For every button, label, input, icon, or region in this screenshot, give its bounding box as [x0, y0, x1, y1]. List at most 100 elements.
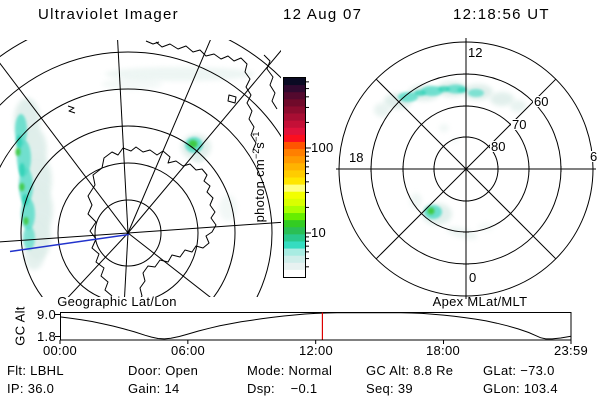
colorbar-band — [284, 241, 305, 249]
colorbar-band — [284, 269, 305, 278]
unit-exponent-2: −1 — [250, 131, 261, 142]
colorbar-band — [284, 255, 305, 264]
mlat-label-80: 80 — [490, 139, 507, 154]
colorbar-band — [284, 227, 305, 235]
xtick-1200: 12:00 — [298, 343, 334, 358]
emission-blob — [19, 168, 33, 204]
ytick-1.8: 1.8 — [37, 329, 56, 344]
left-plot-emissions — [14, 67, 255, 270]
mlat-label-70: 70 — [511, 117, 528, 132]
altitude-curve — [59, 312, 572, 340]
colorbar-band — [284, 234, 305, 242]
colorbar-band — [284, 191, 305, 200]
emission-blob — [438, 86, 450, 92]
status-gcalt: GC Alt: 8.8 Re — [366, 363, 454, 378]
ytick-9.0: 9.0 — [37, 307, 56, 322]
emission-blob — [374, 103, 390, 117]
left-plot — [0, 40, 281, 297]
emission-blob — [410, 193, 422, 209]
colorbar-frame — [283, 77, 306, 278]
emission-blob — [19, 163, 25, 177]
colorbar-tick-label-100: 100 — [311, 140, 334, 155]
colorbar-band — [284, 106, 305, 114]
colorbar-band — [284, 127, 305, 136]
emission-blob — [446, 226, 478, 240]
colorbar-band — [284, 92, 305, 100]
colorbar-band — [284, 99, 305, 107]
right-plot-emissions — [374, 81, 526, 240]
emission-blob — [188, 140, 198, 148]
emission-blob — [15, 148, 21, 156]
mlt-label-0: 0 — [468, 270, 478, 285]
strip-ylabel: GC Alt — [12, 306, 28, 346]
left-plot-caption: Geographic Lat/Lon — [57, 294, 177, 309]
colorbar-band — [284, 113, 305, 122]
status-glon: GLon: 103.4 — [483, 381, 558, 396]
right-plot-grid — [336, 38, 596, 299]
right-plot-caption: Apex MLat/MLT — [432, 294, 528, 309]
emission-blob — [457, 87, 467, 93]
colorbar-band — [284, 163, 305, 171]
status-door: Door: Open — [128, 363, 199, 378]
colorbar-band — [284, 248, 305, 257]
emission-blob — [16, 135, 22, 149]
mlt-label-12: 12 — [467, 45, 484, 60]
orbit-track-line — [9, 233, 130, 253]
colorbar-bands — [284, 78, 305, 278]
colorbar-ticks — [305, 81, 311, 268]
right-plot — [336, 38, 596, 299]
xtick-0600: 06:00 — [170, 343, 206, 358]
colorbar-tick-label-10: 10 — [311, 225, 327, 240]
emission-blob — [427, 207, 435, 215]
emission-blob — [23, 217, 29, 225]
strip-chart-frame — [60, 312, 572, 341]
status-seq: Seq: 39 — [366, 381, 413, 396]
emission-blob — [19, 183, 25, 191]
strip-chart-yticks — [55, 314, 60, 337]
colorbar-band — [284, 184, 305, 193]
title-time: 12:18:56 UT — [453, 6, 550, 23]
colorbar-band — [284, 213, 305, 221]
antarctica-coastline — [67, 40, 278, 297]
strip-chart-xticks — [59, 340, 572, 344]
emission-blob — [219, 195, 237, 221]
title-instrument: Ultraviolet Imager — [38, 6, 179, 23]
status-ip: IP: 36.0 — [7, 381, 55, 396]
colorbar-band — [284, 177, 305, 186]
emission-blob — [23, 226, 35, 250]
colorbar-band — [284, 78, 305, 86]
colorbar-band — [284, 262, 305, 271]
status-mode: Mode: Normal — [247, 363, 333, 378]
xtick-2359: 23:59 — [553, 343, 589, 358]
status-gain: Gain: 14 — [128, 381, 180, 396]
emission-blob — [398, 92, 418, 102]
colorbar-unit-label: photon cm−2s−1 — [250, 131, 268, 223]
unit-mid: s — [252, 141, 268, 149]
emission-blob — [193, 153, 205, 163]
colorbar-band — [284, 205, 305, 214]
colorbar — [283, 77, 311, 278]
colorbar-band — [284, 149, 305, 157]
colorbar-band — [284, 220, 305, 228]
strip-chart — [55, 312, 572, 344]
emission-blob — [22, 194, 28, 206]
status-flt: Flt: LBHL — [7, 363, 64, 378]
emission-blob — [102, 78, 162, 90]
emission-blob — [421, 86, 443, 96]
unit-exponent-1: −2 — [250, 148, 261, 159]
colorbar-band — [284, 120, 305, 129]
status-glat: GLat: −73.0 — [483, 363, 555, 378]
xtick-0000: 00:00 — [42, 343, 78, 358]
title-date: 12 Aug 07 — [283, 6, 363, 23]
xtick-1800: 18:00 — [425, 343, 461, 358]
emission-blob — [478, 223, 494, 231]
emission-blob — [439, 124, 449, 132]
emission-blob — [105, 67, 255, 81]
emission-blob — [468, 89, 484, 97]
emission-blob — [510, 100, 526, 112]
unit-prefix: photon cm — [252, 158, 268, 223]
emission-blob — [414, 90, 426, 96]
colorbar-band — [284, 134, 305, 143]
emission-blob — [490, 92, 514, 106]
